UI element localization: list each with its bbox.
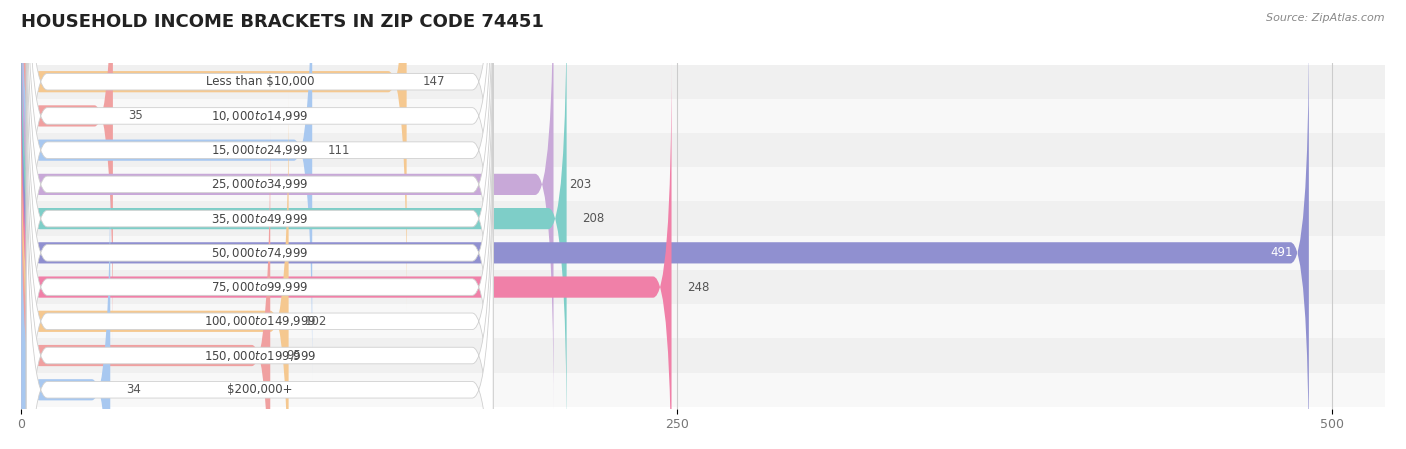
Text: 147: 147 bbox=[422, 75, 444, 88]
FancyBboxPatch shape bbox=[21, 0, 406, 311]
Bar bbox=[21, 270, 1385, 304]
Text: $100,000 to $149,999: $100,000 to $149,999 bbox=[204, 314, 316, 328]
Bar bbox=[21, 373, 1385, 407]
FancyBboxPatch shape bbox=[27, 0, 494, 347]
Bar bbox=[21, 202, 1385, 236]
Text: 111: 111 bbox=[328, 144, 350, 157]
FancyBboxPatch shape bbox=[27, 0, 494, 449]
FancyBboxPatch shape bbox=[27, 124, 494, 449]
Bar bbox=[21, 339, 1385, 373]
Bar bbox=[21, 65, 1385, 99]
Text: $15,000 to $24,999: $15,000 to $24,999 bbox=[211, 143, 308, 157]
FancyBboxPatch shape bbox=[21, 92, 288, 449]
FancyBboxPatch shape bbox=[21, 0, 312, 379]
FancyBboxPatch shape bbox=[21, 58, 672, 449]
FancyBboxPatch shape bbox=[21, 127, 270, 449]
FancyBboxPatch shape bbox=[21, 161, 110, 449]
Text: $200,000+: $200,000+ bbox=[226, 383, 292, 396]
Text: 203: 203 bbox=[569, 178, 592, 191]
Text: 95: 95 bbox=[285, 349, 301, 362]
Text: Source: ZipAtlas.com: Source: ZipAtlas.com bbox=[1267, 13, 1385, 23]
Text: 34: 34 bbox=[127, 383, 141, 396]
FancyBboxPatch shape bbox=[21, 0, 554, 414]
Text: $150,000 to $199,999: $150,000 to $199,999 bbox=[204, 348, 316, 362]
FancyBboxPatch shape bbox=[27, 56, 494, 449]
Bar bbox=[21, 236, 1385, 270]
FancyBboxPatch shape bbox=[21, 24, 1309, 449]
Text: $10,000 to $14,999: $10,000 to $14,999 bbox=[211, 109, 308, 123]
Bar bbox=[21, 133, 1385, 167]
FancyBboxPatch shape bbox=[27, 0, 494, 416]
Bar bbox=[21, 99, 1385, 133]
FancyBboxPatch shape bbox=[27, 0, 494, 382]
Text: 35: 35 bbox=[128, 110, 143, 123]
FancyBboxPatch shape bbox=[21, 0, 112, 345]
Text: $75,000 to $99,999: $75,000 to $99,999 bbox=[211, 280, 308, 294]
Text: $50,000 to $74,999: $50,000 to $74,999 bbox=[211, 246, 308, 260]
Text: 491: 491 bbox=[1271, 247, 1294, 260]
FancyBboxPatch shape bbox=[21, 0, 567, 448]
Bar bbox=[21, 304, 1385, 339]
Text: 102: 102 bbox=[304, 315, 326, 328]
Text: $35,000 to $49,999: $35,000 to $49,999 bbox=[211, 211, 308, 225]
FancyBboxPatch shape bbox=[27, 0, 494, 449]
Text: Less than $10,000: Less than $10,000 bbox=[205, 75, 314, 88]
Text: 248: 248 bbox=[688, 281, 710, 294]
FancyBboxPatch shape bbox=[27, 0, 494, 449]
Text: $25,000 to $34,999: $25,000 to $34,999 bbox=[211, 177, 308, 191]
FancyBboxPatch shape bbox=[27, 22, 494, 449]
Text: HOUSEHOLD INCOME BRACKETS IN ZIP CODE 74451: HOUSEHOLD INCOME BRACKETS IN ZIP CODE 74… bbox=[21, 13, 544, 31]
FancyBboxPatch shape bbox=[27, 90, 494, 449]
Text: 208: 208 bbox=[582, 212, 605, 225]
Bar bbox=[21, 167, 1385, 202]
